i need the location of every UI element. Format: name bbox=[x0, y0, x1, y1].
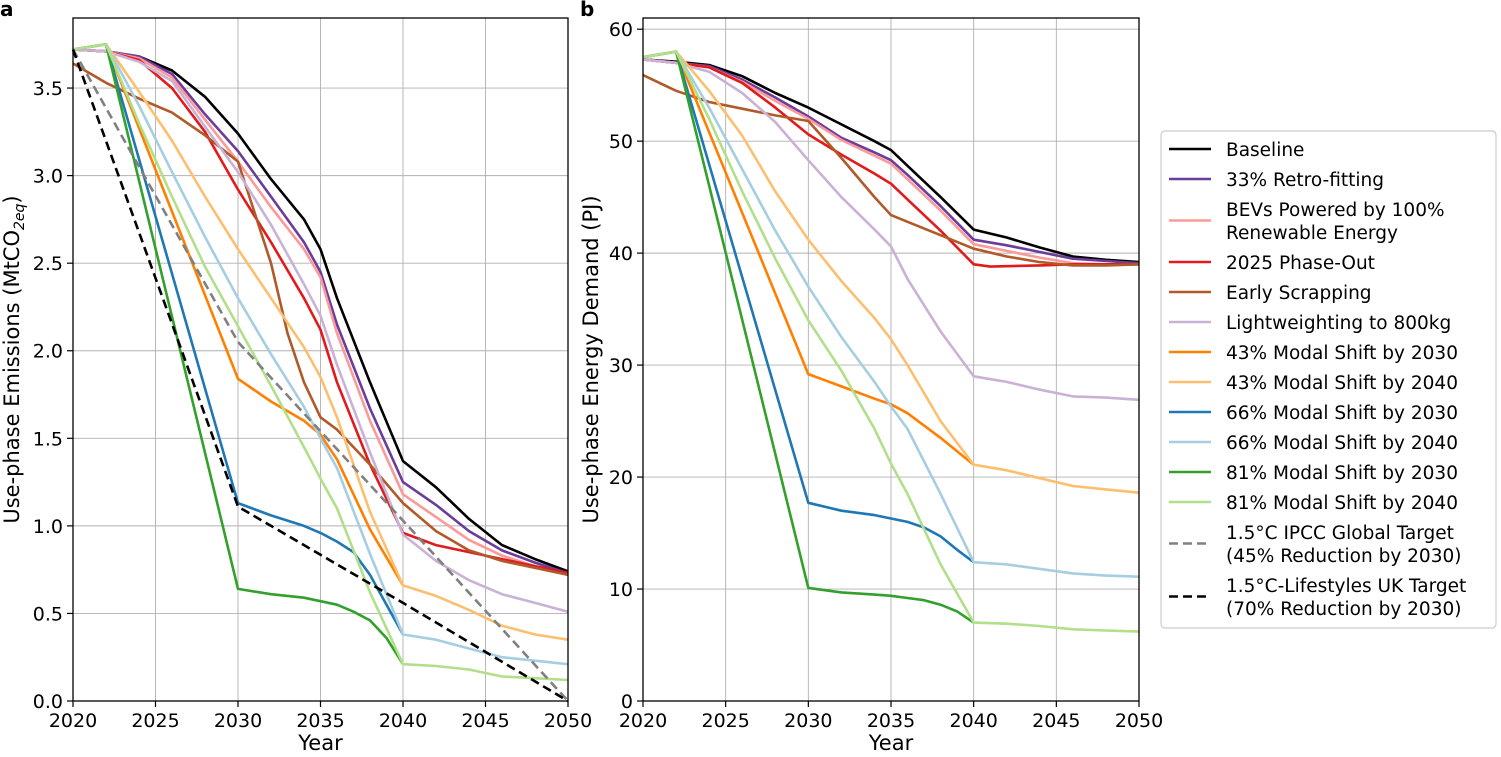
series-line bbox=[642, 50, 975, 564]
panel-a-ylabel: Use-phase Emissions (MtCO2eq) bbox=[0, 195, 28, 523]
series-line bbox=[72, 43, 405, 636]
series-line bbox=[72, 43, 405, 665]
series-line bbox=[642, 58, 1140, 264]
legend-label: 66% Modal Shift by 2040 bbox=[1226, 433, 1458, 454]
legend-label: 66% Modal Shift by 2030 bbox=[1226, 403, 1458, 424]
series-line bbox=[72, 48, 569, 575]
series-line bbox=[72, 62, 569, 577]
panel-a-ticks: 2020 2025 2030 2035 2040 2045 2050 0.0 0.5 1.0 1.5… bbox=[33, 78, 592, 732]
panel-b: 2020 2025 2030 2035 2040 2045 2050010203040506… bbox=[579, 0, 1163, 755]
panel-b-letter: b bbox=[580, 0, 594, 21]
y-tick-label: 0.5 bbox=[33, 603, 63, 625]
y-tick-label: 1.0 bbox=[33, 516, 63, 538]
series-line bbox=[642, 50, 1140, 494]
panel-a-letter: a bbox=[0, 0, 14, 21]
legend-box bbox=[1160, 130, 1497, 629]
x-tick-label: 2050 bbox=[544, 710, 592, 732]
legend-label: 81% Modal Shift by 2040 bbox=[1226, 493, 1458, 514]
x-tick-label: 2040 bbox=[379, 710, 427, 732]
series-line bbox=[72, 43, 569, 641]
panel-a-ylabel-sub: 2eq bbox=[12, 203, 28, 230]
series-line bbox=[642, 50, 1140, 578]
legend-items: Baseline 33% Retro-fitting BEVs Powered by… bbox=[1169, 140, 1466, 620]
y-tick-label: 2.5 bbox=[33, 253, 63, 275]
panel-b-ticks: 2020 2025 2030 2035 2040 2045 2050010203040506… bbox=[609, 19, 1163, 732]
legend-label: 2025 Phase-Out bbox=[1226, 253, 1375, 274]
x-tick-label: 2025 bbox=[701, 710, 749, 732]
x-tick-label: 2035 bbox=[867, 710, 915, 732]
legend-label: Renewable Energy bbox=[1226, 223, 1398, 244]
legend-label: BEVs Powered by 100% bbox=[1226, 200, 1445, 221]
y-tick-label: 10 bbox=[609, 579, 633, 601]
panel-a-xlabel: Year bbox=[297, 731, 343, 753]
x-tick-label: 2050 bbox=[1115, 710, 1163, 732]
x-tick-label: 2030 bbox=[214, 710, 262, 732]
series-line bbox=[71, 49, 569, 703]
series-line bbox=[642, 58, 1140, 265]
series-line bbox=[72, 43, 569, 666]
y-tick-label: 0 bbox=[621, 691, 633, 713]
y-tick-label: 3.5 bbox=[33, 78, 63, 100]
x-tick-label: 2030 bbox=[784, 710, 832, 732]
series-line bbox=[642, 58, 1140, 402]
panel-b-xlabel: Year bbox=[868, 731, 914, 753]
x-tick-label: 2045 bbox=[461, 710, 509, 732]
legend-label: Lightweighting to 800kg bbox=[1226, 313, 1451, 334]
legend-label: Baseline bbox=[1226, 140, 1304, 161]
panel-b-series bbox=[642, 50, 1140, 633]
legend-label: 1.5°C IPCC Global Target bbox=[1226, 523, 1454, 544]
y-tick-label: 20 bbox=[609, 467, 633, 489]
x-tick-label: 2025 bbox=[131, 710, 179, 732]
legend-label: 43% Modal Shift by 2040 bbox=[1226, 373, 1458, 394]
legend-label: 43% Modal Shift by 2030 bbox=[1226, 343, 1458, 364]
y-tick-label: 60 bbox=[609, 19, 633, 41]
panel-a-grid bbox=[72, 18, 569, 702]
legend-label: 1.5°C-Lifestyles UK Target bbox=[1226, 576, 1466, 597]
legend: Baseline 33% Retro-fitting BEVs Powered by… bbox=[1160, 130, 1497, 629]
series-line bbox=[642, 58, 1139, 268]
series-line bbox=[72, 48, 569, 613]
series-line bbox=[72, 48, 569, 573]
y-tick-label: 1.5 bbox=[33, 428, 63, 450]
panel-b-ylabel: Use-phase Energy Demand (PJ) bbox=[579, 195, 603, 523]
x-tick-label: 2020 bbox=[49, 710, 97, 732]
series-line bbox=[72, 48, 569, 577]
panel-a-ylabel-end: ) bbox=[0, 195, 24, 203]
series-line bbox=[71, 48, 569, 702]
series-line bbox=[72, 43, 405, 587]
series-line bbox=[642, 50, 975, 624]
legend-label: Early Scrapping bbox=[1226, 283, 1372, 304]
legend-label: (70% Reduction by 2030) bbox=[1226, 599, 1461, 620]
y-tick-label: 3.0 bbox=[33, 166, 63, 188]
legend-label: 33% Retro-fitting bbox=[1226, 170, 1384, 191]
x-tick-label: 2040 bbox=[949, 710, 997, 732]
x-tick-label: 2035 bbox=[296, 710, 344, 732]
panel-a-series bbox=[71, 43, 569, 703]
y-tick-label: 0.0 bbox=[33, 691, 63, 713]
series-line bbox=[72, 43, 569, 682]
x-tick-label: 2045 bbox=[1032, 710, 1080, 732]
series-line bbox=[642, 73, 1140, 267]
y-tick-label: 30 bbox=[609, 355, 633, 377]
panel-a-ylabel-main: Use-phase Emissions (MtCO bbox=[0, 230, 24, 524]
legend-label: (45% Reduction by 2030) bbox=[1226, 546, 1461, 567]
series-line bbox=[642, 50, 1140, 633]
legend-label: 81% Modal Shift by 2030 bbox=[1226, 463, 1458, 484]
y-tick-label: 40 bbox=[609, 243, 633, 265]
y-tick-label: 50 bbox=[609, 131, 633, 153]
x-tick-label: 2020 bbox=[619, 710, 667, 732]
y-tick-label: 2.0 bbox=[33, 341, 63, 363]
panel-a: 2020 2025 2030 2035 2040 2045 2050 0.0 0.5 1.0 1.5… bbox=[0, 0, 592, 755]
series-line bbox=[642, 50, 975, 466]
